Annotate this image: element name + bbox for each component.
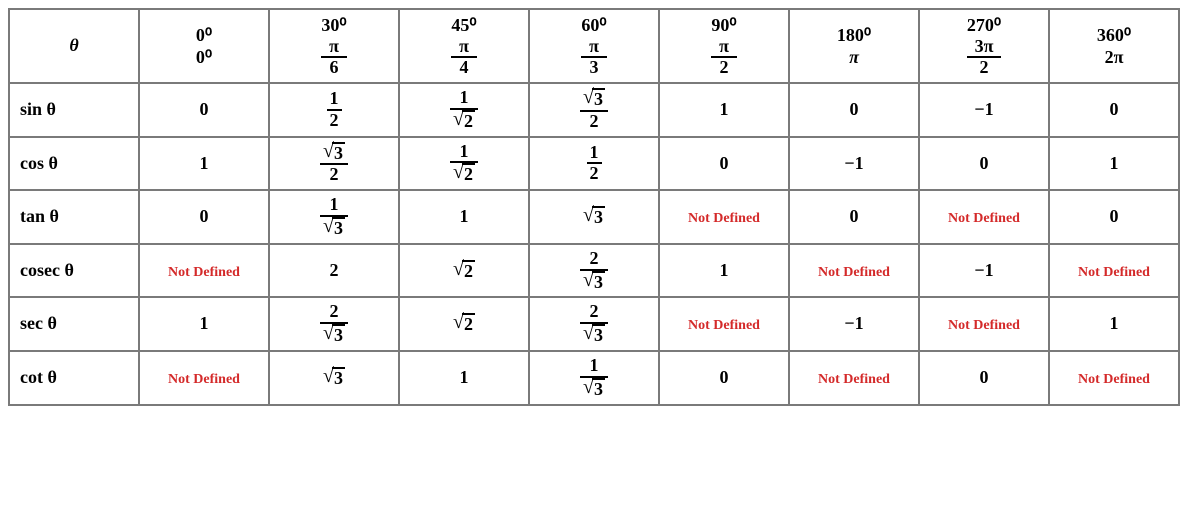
row-sin: sin θ 0 12 1√2 √32 1 0 −1 0 [9, 83, 1179, 137]
sin-270: −1 [919, 83, 1049, 137]
cosec-360: Not Defined [1049, 244, 1179, 298]
cosec-0: Not Defined [139, 244, 269, 298]
header-row: θ 0⁰0⁰ 30⁰π6 45⁰π4 60⁰π3 90⁰π2 180⁰π 270… [9, 9, 1179, 83]
cosec-60: 2√3 [529, 244, 659, 298]
sin-90: 1 [659, 83, 789, 137]
cot-90: 0 [659, 351, 789, 405]
cos-360: 1 [1049, 137, 1179, 191]
cot-270: 0 [919, 351, 1049, 405]
cosec-30: 2 [269, 244, 399, 298]
cot-180: Not Defined [789, 351, 919, 405]
row-cosec: cosec θ Not Defined 2 √2 2√3 1 Not Defin… [9, 244, 1179, 298]
col-30deg: 30⁰π6 [269, 9, 399, 83]
cos-60: 12 [529, 137, 659, 191]
sec-45: √2 [399, 297, 529, 351]
sin-0: 0 [139, 83, 269, 137]
cot-360: Not Defined [1049, 351, 1179, 405]
sin-45: 1√2 [399, 83, 529, 137]
label-tan: tan θ [9, 190, 139, 244]
theta-header: θ [9, 9, 139, 83]
sec-270: Not Defined [919, 297, 1049, 351]
tan-60: √3 [529, 190, 659, 244]
row-cot: cot θ Not Defined √3 1 1√3 0 Not Defined… [9, 351, 1179, 405]
cosec-90: 1 [659, 244, 789, 298]
tan-270: Not Defined [919, 190, 1049, 244]
sec-180: −1 [789, 297, 919, 351]
label-sin: sin θ [9, 83, 139, 137]
tan-360: 0 [1049, 190, 1179, 244]
row-cos: cos θ 1 √32 1√2 12 0 −1 0 1 [9, 137, 1179, 191]
theta-symbol: θ [69, 35, 78, 55]
tan-90: Not Defined [659, 190, 789, 244]
col-0deg: 0⁰0⁰ [139, 9, 269, 83]
label-sec: sec θ [9, 297, 139, 351]
sin-60: √32 [529, 83, 659, 137]
tan-45: 1 [399, 190, 529, 244]
cosec-270: −1 [919, 244, 1049, 298]
col-180deg: 180⁰π [789, 9, 919, 83]
cos-180: −1 [789, 137, 919, 191]
table-body: θ 0⁰0⁰ 30⁰π6 45⁰π4 60⁰π3 90⁰π2 180⁰π 270… [9, 9, 1179, 405]
cos-90: 0 [659, 137, 789, 191]
row-sec: sec θ 1 2√3 √2 2√3 Not Defined −1 Not De… [9, 297, 1179, 351]
cosec-45: √2 [399, 244, 529, 298]
sin-360: 0 [1049, 83, 1179, 137]
col-270deg: 270⁰3π2 [919, 9, 1049, 83]
cot-45: 1 [399, 351, 529, 405]
sec-60: 2√3 [529, 297, 659, 351]
row-tan: tan θ 0 1√3 1 √3 Not Defined 0 Not Defin… [9, 190, 1179, 244]
sec-360: 1 [1049, 297, 1179, 351]
col-90deg: 90⁰π2 [659, 9, 789, 83]
sec-30: 2√3 [269, 297, 399, 351]
label-cot: cot θ [9, 351, 139, 405]
tan-30: 1√3 [269, 190, 399, 244]
col-60deg: 60⁰π3 [529, 9, 659, 83]
trig-values-table: θ 0⁰0⁰ 30⁰π6 45⁰π4 60⁰π3 90⁰π2 180⁰π 270… [8, 8, 1180, 406]
cot-60: 1√3 [529, 351, 659, 405]
sec-0: 1 [139, 297, 269, 351]
label-cos: cos θ [9, 137, 139, 191]
cos-30: √32 [269, 137, 399, 191]
cot-0: Not Defined [139, 351, 269, 405]
label-cosec: cosec θ [9, 244, 139, 298]
cos-0: 1 [139, 137, 269, 191]
col-45deg: 45⁰π4 [399, 9, 529, 83]
cos-270: 0 [919, 137, 1049, 191]
cosec-180: Not Defined [789, 244, 919, 298]
sin-30: 12 [269, 83, 399, 137]
cos-45: 1√2 [399, 137, 529, 191]
sin-180: 0 [789, 83, 919, 137]
tan-0: 0 [139, 190, 269, 244]
col-360deg: 360⁰2π [1049, 9, 1179, 83]
tan-180: 0 [789, 190, 919, 244]
sec-90: Not Defined [659, 297, 789, 351]
cot-30: √3 [269, 351, 399, 405]
